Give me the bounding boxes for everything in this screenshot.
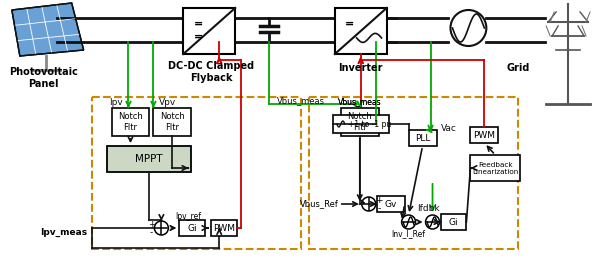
FancyBboxPatch shape xyxy=(409,130,437,146)
FancyBboxPatch shape xyxy=(470,155,520,181)
Text: Notch
Fltr: Notch Fltr xyxy=(347,112,372,132)
Text: Inverter: Inverter xyxy=(338,63,383,73)
FancyBboxPatch shape xyxy=(211,220,237,236)
Text: DC-DC Clamped
Flyback: DC-DC Clamped Flyback xyxy=(168,61,254,83)
Text: Ifdbk: Ifdbk xyxy=(417,204,440,212)
FancyBboxPatch shape xyxy=(333,115,389,133)
Text: +: + xyxy=(375,196,382,205)
Text: Gi: Gi xyxy=(449,218,458,226)
FancyBboxPatch shape xyxy=(377,196,404,212)
Text: Vbus_Ref: Vbus_Ref xyxy=(300,199,339,209)
Circle shape xyxy=(154,221,169,235)
Polygon shape xyxy=(12,3,83,56)
Text: Gv: Gv xyxy=(385,199,397,209)
Text: PWM: PWM xyxy=(213,224,235,232)
Text: Ipv_meas: Ipv_meas xyxy=(40,228,88,237)
Circle shape xyxy=(362,197,376,211)
Text: Gi: Gi xyxy=(187,224,197,232)
Text: Photovoltaic
Panel: Photovoltaic Panel xyxy=(10,67,78,89)
Text: Ipv: Ipv xyxy=(109,98,122,107)
Text: =: = xyxy=(345,19,354,29)
Text: Inv_I_Ref: Inv_I_Ref xyxy=(392,230,425,238)
FancyBboxPatch shape xyxy=(179,220,205,236)
Text: Vbus_meas: Vbus_meas xyxy=(277,96,325,106)
Text: =: = xyxy=(194,31,203,42)
Text: Ipv_ref: Ipv_ref xyxy=(175,211,202,220)
Text: Vac: Vac xyxy=(440,124,457,133)
Text: +1 to -1 pu: +1 to -1 pu xyxy=(347,120,391,128)
FancyBboxPatch shape xyxy=(112,108,149,136)
Text: +: + xyxy=(148,219,155,229)
Text: Notch
Fltr: Notch Fltr xyxy=(118,112,143,132)
Text: Vbus_meas: Vbus_meas xyxy=(338,98,382,107)
FancyBboxPatch shape xyxy=(107,146,191,172)
Circle shape xyxy=(425,215,440,229)
Text: =: = xyxy=(194,19,203,29)
Text: Vbus_meas: Vbus_meas xyxy=(338,98,382,107)
Text: Feedback
Linearization: Feedback Linearization xyxy=(472,161,518,174)
Text: Vpv: Vpv xyxy=(160,98,176,107)
FancyBboxPatch shape xyxy=(440,214,466,230)
Text: Notch
Fltr: Notch Fltr xyxy=(160,112,185,132)
Text: -: - xyxy=(377,205,380,213)
FancyBboxPatch shape xyxy=(335,8,386,54)
FancyBboxPatch shape xyxy=(341,108,379,136)
Text: MPPT: MPPT xyxy=(135,154,163,164)
Text: PWM: PWM xyxy=(473,131,496,140)
Text: -: - xyxy=(150,229,153,237)
Circle shape xyxy=(401,215,416,229)
FancyBboxPatch shape xyxy=(470,127,499,143)
FancyBboxPatch shape xyxy=(154,108,191,136)
Text: Grid: Grid xyxy=(506,63,530,73)
FancyBboxPatch shape xyxy=(184,8,235,54)
Text: PLL: PLL xyxy=(415,133,430,142)
